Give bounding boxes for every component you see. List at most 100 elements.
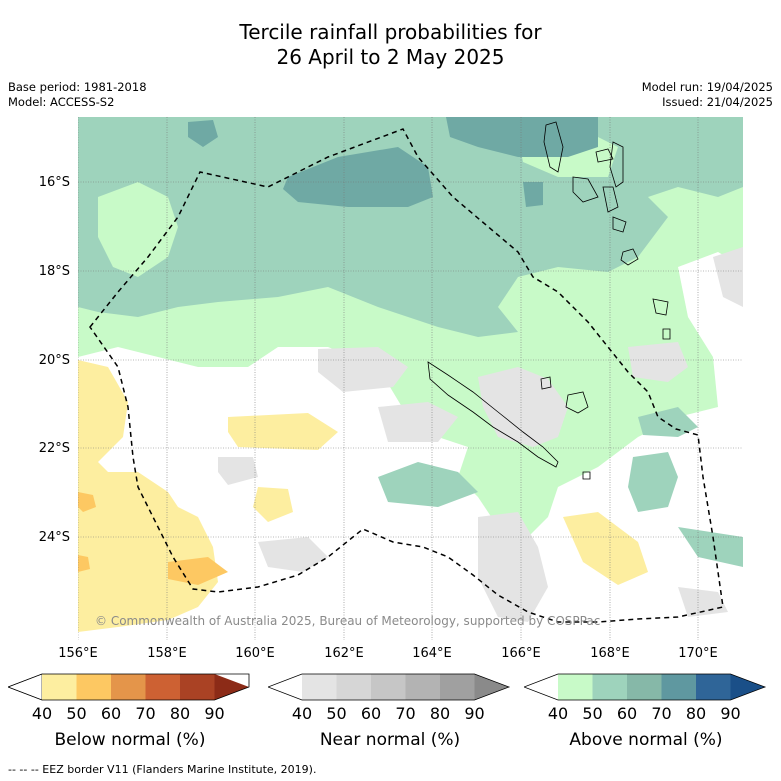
cb-above-tick: 90 (720, 704, 741, 723)
cb-below-seg-4 (145, 674, 180, 700)
below-normal-region-medium-1 (168, 557, 228, 585)
meta-right: Model run: 19/04/2025 Issued: 21/04/2025 (642, 80, 773, 110)
cb-below-seg-1 (42, 674, 77, 700)
cb-near-seg-1 (302, 674, 337, 700)
cb-below-tick: 50 (66, 704, 87, 723)
cb-above-seg-1 (558, 674, 593, 700)
above-normal-region-dark-1 (283, 147, 433, 207)
cb-below-tick: 40 (31, 704, 53, 723)
cb-above-outline (524, 673, 767, 701)
issued-date: Issued: 21/04/2025 (662, 95, 773, 109)
loyalty-island-3 (582, 471, 591, 480)
above-normal-lower-right-2 (628, 452, 678, 512)
near-normal-region-9 (678, 587, 728, 617)
vanuatu-island-2 (595, 148, 614, 163)
cb-below-tick: 70 (135, 704, 156, 723)
lat-label-22s: 22°S (38, 441, 70, 456)
near-normal-region-4 (258, 537, 328, 572)
cb-near-label: Near normal (%) (319, 730, 461, 750)
meta-left: Base period: 1981-2018 Model: ACCESS-S2 (8, 80, 147, 110)
lon-label-156e: 156°E (58, 646, 98, 661)
cb-near-tick: 40 (291, 704, 313, 723)
cb-near-outline (268, 673, 511, 701)
cb-above-label: Above normal (%) (569, 730, 723, 750)
lon-label-166e: 166°E (501, 646, 541, 661)
colorbar-above-normal (524, 673, 767, 701)
cb-below-seg-6 (214, 674, 249, 700)
cb-near-seg-6 (474, 674, 509, 700)
above-normal-region-dark-2 (446, 117, 598, 157)
cb-near-seg-0 (268, 674, 302, 700)
above-normal-lower-right-4 (678, 527, 743, 567)
near-normal-region-5 (378, 402, 458, 442)
below-normal-region-light-2 (228, 413, 338, 450)
lon-label-164e: 164°E (412, 646, 452, 661)
map-svg (78, 117, 743, 640)
vanuatu-island-9 (662, 328, 671, 340)
vanuatu-island-6 (612, 216, 627, 233)
near-normal-region-6 (478, 512, 548, 622)
model-name: Model: ACCESS-S2 (8, 95, 115, 109)
vanuatu-island-5 (602, 186, 619, 213)
cb-above-tick: 80 (685, 704, 707, 723)
cb-below-seg-3 (111, 674, 146, 700)
cb-above-tick: 70 (651, 704, 672, 723)
above-normal-lower-right-5 (488, 447, 558, 487)
lon-label-162e: 162°E (324, 646, 364, 661)
cb-below-label: Below normal (%) (54, 730, 206, 750)
cb-near-seg-4 (405, 674, 440, 700)
cb-above-seg-2 (592, 674, 627, 700)
cb-below-tick: 80 (169, 704, 191, 723)
cb-near-tick: 70 (395, 704, 416, 723)
base-period: Base period: 1981-2018 (8, 80, 147, 94)
above-normal-lower-right-3 (378, 462, 478, 507)
cb-above-tick: 40 (547, 704, 569, 723)
vanuatu-island-1 (543, 121, 564, 173)
copyright-notice: © Commonwealth of Australia 2025, Bureau… (95, 614, 601, 628)
lat-label-24s: 24°S (38, 530, 70, 545)
cb-below-tick: 90 (204, 704, 225, 723)
above-normal-blob-1 (98, 182, 178, 277)
lon-label-158e: 158°E (147, 646, 187, 661)
vanuatu-island-8 (652, 298, 669, 316)
below-normal-region-medium-2 (78, 492, 96, 512)
probability-map (78, 117, 743, 640)
cb-above-seg-4 (661, 674, 696, 700)
cb-below-outline (8, 673, 250, 701)
eez-border (89, 128, 724, 623)
lat-label-18s: 18°S (38, 264, 70, 279)
above-normal-region-dark-4 (523, 182, 543, 207)
vanuatu-islands (543, 121, 671, 340)
graticule (78, 117, 743, 640)
cb-near-seg-3 (371, 674, 406, 700)
above-normal-lower-right-1 (638, 407, 698, 437)
cb-above-tick: 60 (616, 704, 638, 723)
vanuatu-island-4 (572, 176, 599, 203)
cb-above-seg-0 (524, 674, 558, 700)
near-normal-region-3 (218, 457, 258, 485)
cb-below-tick: 60 (100, 704, 122, 723)
vanuatu-island-7 (620, 248, 639, 266)
below-normal-region-light-4 (253, 487, 293, 522)
cb-above-seg-5 (696, 674, 731, 700)
cb-below-seg-5 (180, 674, 215, 700)
cb-near-seg-2 (336, 674, 371, 700)
lon-label-170e: 170°E (678, 646, 718, 661)
cb-near-tick: 80 (429, 704, 451, 723)
new-caledonia-island (427, 361, 559, 468)
cb-below-seg-0 (8, 673, 43, 701)
title-line-1: Tercile rainfall probabilities for (239, 20, 542, 44)
loyalty-island-2 (565, 391, 589, 414)
model-run: Model run: 19/04/2025 (641, 80, 773, 94)
lat-label-20s: 20°S (38, 353, 70, 368)
cb-above-tick: 50 (582, 704, 603, 723)
map-title: Tercile rainfall probabilities for 26 Ap… (0, 20, 781, 70)
below-normal-region-light-3 (563, 512, 648, 585)
vanuatu-island-3 (609, 141, 624, 188)
cb-below-seg-2 (76, 674, 111, 700)
colorbar-near-normal (268, 673, 511, 701)
colorbar-below-normal (8, 673, 250, 701)
cb-near-seg-5 (440, 674, 475, 700)
loyalty-island-1 (540, 376, 552, 390)
near-normal-region-1 (478, 367, 568, 447)
